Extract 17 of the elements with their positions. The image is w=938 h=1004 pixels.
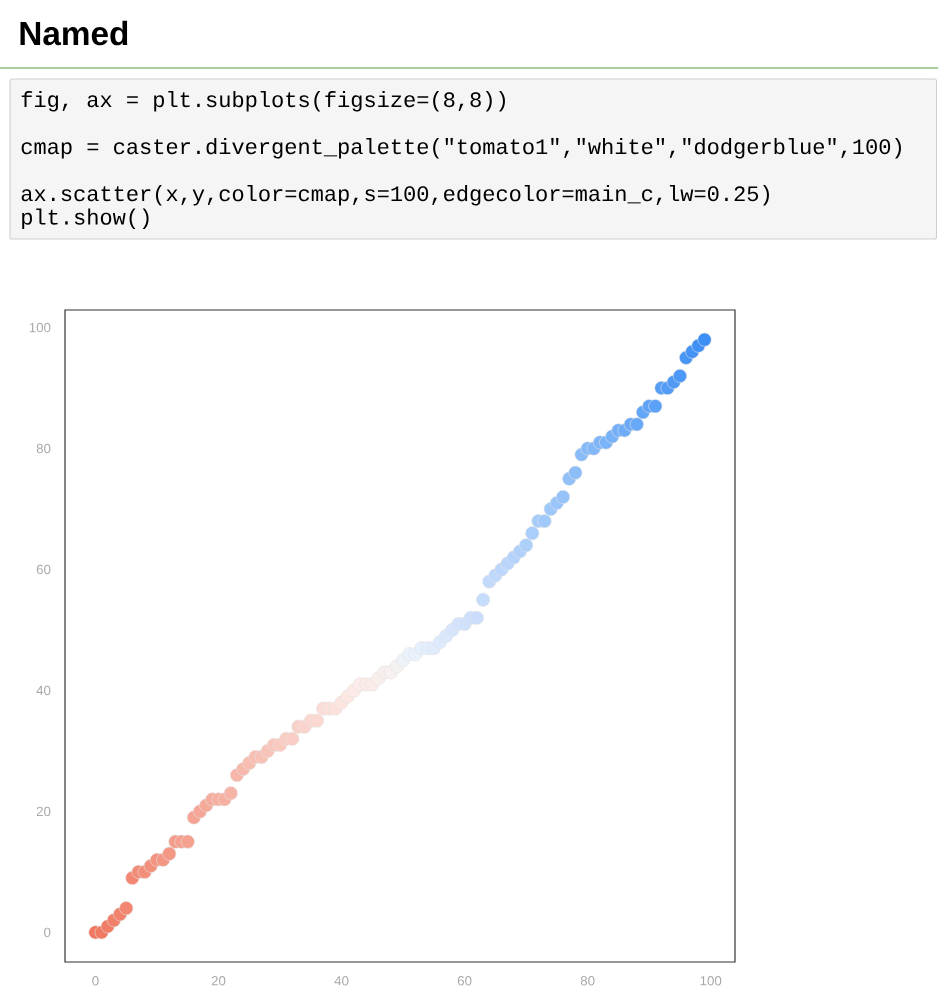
x-tick-label: 0 [92,976,99,986]
x-tick-label: 100 [700,976,722,986]
x-tick-label: 80 [580,976,595,986]
x-tick-label: 40 [334,976,349,986]
x-tick-label: 60 [457,976,472,986]
chart-title: Named [20,20,128,46]
y-tick-label: 0 [44,927,51,938]
text: cmap = caster.divergent_palette("tomato1","white","dodgerblue",100) [21,138,901,159]
x-tick-label: 20 [211,976,226,986]
y-tick-label: 40 [36,685,51,696]
y-tick-label: 20 [36,806,51,817]
y-tick-label: 100 [29,322,51,333]
y-tick-label: 80 [36,443,51,454]
text: ax.scatter(x,y,color=cmap,s=100,edgecolor=main_c,lw=0.25) [21,185,769,206]
text: fig, ax = plt.subplots(figsize=(8,8)) [21,91,505,112]
y-tick-label: 60 [36,564,51,575]
text: plt.show() [22,208,149,230]
